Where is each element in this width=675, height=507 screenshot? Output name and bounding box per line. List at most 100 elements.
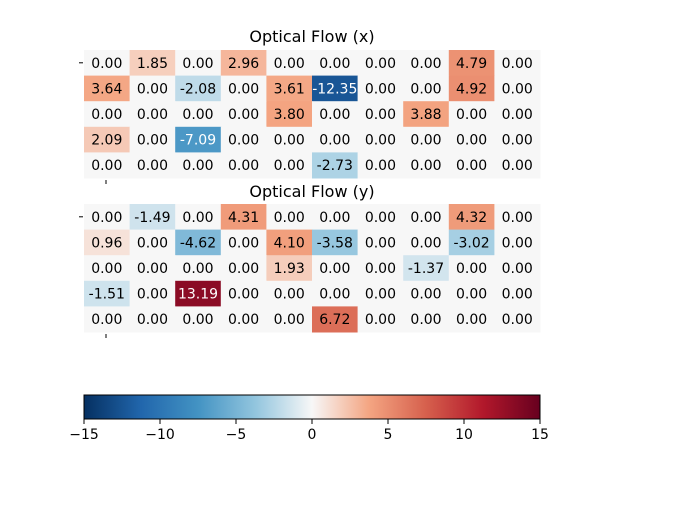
heatmap-x: 0.00 1.85 0.00 2.96 0.00 0.00 0.00 0.00 4.79 0.00… <box>79 50 541 184</box>
colorbar-tick-label-1: −10 <box>145 427 175 443</box>
hy-cell-label-r4-c6: 0.00 <box>365 312 396 328</box>
hy-cell-label-r0-c0: 0.00 <box>91 210 122 226</box>
hy-cell-label-r4-c2: 0.00 <box>182 312 213 328</box>
hx-cell-label-r4-c8: 0.00 <box>456 158 487 174</box>
hy-cell-r2-c2 <box>175 255 222 282</box>
hy-cell-r2-c1 <box>129 255 176 282</box>
hx-cell-label-r2-c5: 0.00 <box>319 107 350 123</box>
hx-cell-r2-c0 <box>84 101 131 128</box>
hy-cell-r2-c3 <box>220 255 267 282</box>
hx-cell-r2-c5 <box>312 101 359 128</box>
hy-cell-label-r0-c5: 0.00 <box>319 210 350 226</box>
hy-cell-label-r1-c5: -3.58 <box>317 235 353 251</box>
hy-cell-r1-c7 <box>403 229 450 256</box>
hx-cell-label-r4-c5: -2.73 <box>317 158 353 174</box>
hx-cell-r3-c2 <box>175 126 222 153</box>
hy-cell-r2-c6 <box>357 255 404 282</box>
hy-cell-label-r3-c1: 0.00 <box>137 287 168 303</box>
hy-cell-r1-c6 <box>357 229 404 256</box>
hx-cell-r2-c4 <box>266 101 313 128</box>
hy-cell-label-r2-c6: 0.00 <box>365 261 396 277</box>
hx-cell-label-r4-c1: 0.00 <box>137 158 168 174</box>
hy-cell-r0-c5 <box>312 204 359 231</box>
hy-cell-label-r2-c8: 0.00 <box>456 261 487 277</box>
hx-cell-label-r4-c0: 0.00 <box>91 158 122 174</box>
hy-cell-label-r0-c1: -1.49 <box>134 210 170 226</box>
hy-cell-label-r4-c5: 6.72 <box>319 312 350 328</box>
hx-cell-label-r2-c0: 0.00 <box>91 107 122 123</box>
hx-cell-r2-c3 <box>220 101 267 128</box>
hy-cell-label-r0-c3: 4.31 <box>228 210 259 226</box>
hy-cell-r2-c7 <box>403 255 450 282</box>
hx-cell-r3-c4 <box>266 126 313 153</box>
hy-cell-r3-c7 <box>403 280 450 307</box>
hx-cell-label-r1-c4: 3.61 <box>274 81 305 97</box>
hx-cell-label-r3-c9: 0.00 <box>502 133 533 149</box>
heatmap-y: 0.00 -1.49 0.00 4.31 0.00 0.00 0.00 0.00 4.32 0.0… <box>79 204 541 338</box>
hx-cell-r1-c5 <box>312 75 359 102</box>
hx-cell-label-r1-c5: -12.35 <box>312 81 357 97</box>
hy-cell-r3-c5 <box>312 280 359 307</box>
hy-cell-r1-c2 <box>175 229 222 256</box>
hx-cell-label-r0-c4: 0.00 <box>274 56 305 72</box>
heatmap-x-title: Optical Flow (x) <box>249 27 374 46</box>
hx-cell-r2-c2 <box>175 101 222 128</box>
hx-cell-label-r0-c2: 0.00 <box>182 56 213 72</box>
hx-cell-r0-c5 <box>312 50 359 77</box>
hy-cell-r0-c0 <box>84 204 131 231</box>
hx-cell-label-r4-c9: 0.00 <box>502 158 533 174</box>
hx-cell-r3-c5 <box>312 126 359 153</box>
hx-cell-r1-c6 <box>357 75 404 102</box>
hy-cell-r2-c9 <box>494 255 541 282</box>
hy-cell-label-r0-c7: 0.00 <box>410 210 441 226</box>
hy-cell-label-r1-c0: 0.96 <box>91 235 122 251</box>
hx-cell-label-r3-c8: 0.00 <box>456 133 487 149</box>
hy-cell-r3-c4 <box>266 280 313 307</box>
hx-cell-label-r4-c4: 0.00 <box>274 158 305 174</box>
hy-cell-r0-c7 <box>403 204 450 231</box>
hx-cell-label-r2-c1: 0.00 <box>137 107 168 123</box>
hy-cell-label-r3-c7: 0.00 <box>410 287 441 303</box>
hy-cell-r0-c1 <box>129 204 176 231</box>
hy-cell-r1-c3 <box>220 229 267 256</box>
hx-cell-label-r1-c9: 0.00 <box>502 81 533 97</box>
hy-cell-label-r3-c0: -1.51 <box>89 287 125 303</box>
hy-cell-label-r4-c1: 0.00 <box>137 312 168 328</box>
hx-cell-r3-c7 <box>403 126 450 153</box>
hy-cell-label-r3-c9: 0.00 <box>502 287 533 303</box>
hx-cell-label-r2-c7: 3.88 <box>410 107 441 123</box>
colorbar: −15 −10 −5 0 5 10 15 <box>69 394 549 443</box>
hy-cell-r3-c9 <box>494 280 541 307</box>
hy-cell-label-r4-c3: 0.00 <box>228 312 259 328</box>
hy-cell-label-r1-c2: -4.62 <box>180 235 216 251</box>
hy-cell-r0-c3 <box>220 204 267 231</box>
hy-cell-label-r2-c1: 0.00 <box>137 261 168 277</box>
hx-cell-label-r3-c3: 0.00 <box>228 133 259 149</box>
hx-cell-label-r3-c6: 0.00 <box>365 133 396 149</box>
hy-cell-r4-c3 <box>220 306 267 333</box>
hy-cell-label-r3-c6: 0.00 <box>365 287 396 303</box>
hx-cell-label-r0-c9: 0.00 <box>502 56 533 72</box>
hy-cell-r3-c0 <box>84 280 131 307</box>
colorbar-tick-label-5: 10 <box>455 427 473 443</box>
hx-cell-r0-c0 <box>84 50 131 77</box>
hx-cell-r1-c1 <box>129 75 176 102</box>
hy-cell-r1-c5 <box>312 229 359 256</box>
hy-cell-r3-c1 <box>129 280 176 307</box>
hx-cell-r3-c0 <box>84 126 131 153</box>
hx-cell-r4-c0 <box>84 152 131 179</box>
hy-cell-label-r3-c8: 0.00 <box>456 287 487 303</box>
hy-cell-r4-c6 <box>357 306 404 333</box>
hy-cell-r2-c5 <box>312 255 359 282</box>
hx-cell-label-r3-c2: -7.09 <box>180 133 216 149</box>
hy-cell-r4-c4 <box>266 306 313 333</box>
hy-cell-label-r1-c7: 0.00 <box>410 235 441 251</box>
hy-cell-label-r4-c9: 0.00 <box>502 312 533 328</box>
hx-cell-r0-c2 <box>175 50 222 77</box>
hy-cell-label-r0-c9: 0.00 <box>502 210 533 226</box>
hy-cell-r4-c7 <box>403 306 450 333</box>
hx-cell-r3-c8 <box>448 126 495 153</box>
hx-cell-r4-c3 <box>220 152 267 179</box>
hx-cell-label-r0-c8: 4.79 <box>456 56 487 72</box>
hx-cell-r2-c8 <box>448 101 495 128</box>
